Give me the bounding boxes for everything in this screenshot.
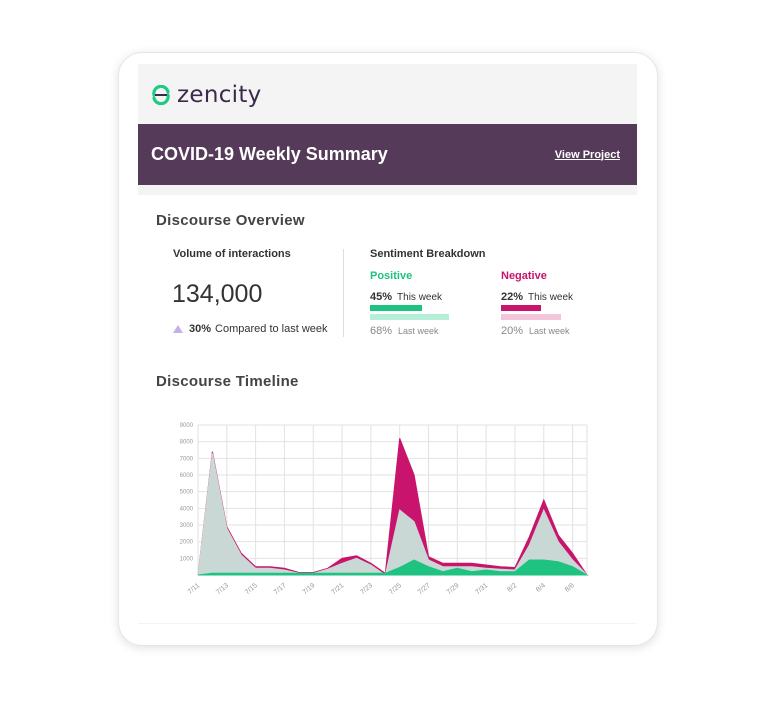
negative-this-week-label: This week bbox=[528, 292, 574, 303]
negative-label: Negative bbox=[501, 270, 547, 282]
x-tick-label: 8/2 bbox=[506, 582, 518, 594]
y-tick-label: 3000 bbox=[180, 523, 194, 529]
compare-label: Compared to last week bbox=[215, 323, 328, 335]
volume-comparison: 30% Compared to last week bbox=[173, 323, 328, 335]
summary-banner: COVID-19 Weekly Summary View Project bbox=[138, 124, 637, 185]
x-tick-label: 7/19 bbox=[302, 582, 317, 596]
x-tick-label: 7/29 bbox=[446, 582, 461, 596]
x-tick-label: 7/11 bbox=[187, 582, 202, 596]
y-tick-label: 8000 bbox=[180, 440, 194, 446]
negative-last-week-pct: 20% bbox=[501, 325, 524, 337]
positive-this-week-label: This week bbox=[397, 292, 443, 303]
brand-logo[interactable]: zencity bbox=[151, 82, 262, 108]
negative-last-week: 20% Last week bbox=[501, 325, 570, 337]
negative-this-week-bar bbox=[501, 305, 541, 311]
y-tick-label: 2000 bbox=[180, 540, 194, 546]
view-project-link[interactable]: View Project bbox=[554, 148, 620, 161]
discourse-timeline-heading: Discourse Timeline bbox=[156, 373, 299, 390]
x-tick-label: 7/27 bbox=[417, 582, 432, 596]
x-tick-label: 7/21 bbox=[330, 582, 345, 596]
volume-change: 30% bbox=[189, 323, 212, 335]
brand-name: zencity bbox=[177, 82, 262, 108]
x-tick-label: 8/4 bbox=[535, 582, 547, 594]
x-tick-label: 7/31 bbox=[474, 582, 489, 596]
negative-this-week-pct: 22% bbox=[501, 291, 524, 303]
y-tick-label: 9000 bbox=[180, 423, 194, 429]
x-tick-label: 8/6 bbox=[564, 582, 576, 594]
triangle-up-icon bbox=[173, 325, 183, 333]
x-tick-label: 7/15 bbox=[244, 582, 259, 596]
positive-last-week-pct: 68% bbox=[370, 325, 393, 337]
y-tick-label: 1000 bbox=[180, 556, 194, 562]
positive-label: Positive bbox=[370, 270, 413, 282]
y-tick-label: 7000 bbox=[180, 456, 194, 462]
timeline-chart: 1000 2000 3000 4000 5000 6000 7000 8000 9000 7/11… bbox=[180, 423, 589, 596]
positive-this-week: 45% This week bbox=[370, 291, 442, 303]
positive-last-week: 68% Last week bbox=[370, 325, 439, 337]
divider bbox=[343, 249, 344, 337]
discourse-overview-heading: Discourse Overview bbox=[156, 212, 305, 229]
zencity-logo-icon bbox=[152, 85, 170, 105]
x-tick-label: 7/17 bbox=[273, 582, 288, 596]
page-title: COVID-19 Weekly Summary bbox=[151, 144, 388, 164]
positive-this-week-bar bbox=[370, 305, 422, 311]
x-tick-label: 7/23 bbox=[359, 582, 374, 596]
positive-this-week-pct: 45% bbox=[370, 291, 393, 303]
volume-title: Volume of interactions bbox=[173, 248, 291, 260]
x-tick-label: 7/13 bbox=[215, 582, 230, 596]
negative-last-week-bar bbox=[501, 314, 561, 320]
negative-this-week: 22% This week bbox=[501, 291, 573, 303]
positive-last-week-bar bbox=[370, 314, 449, 320]
series-area-2 bbox=[197, 559, 589, 576]
sentiment-title: Sentiment Breakdown bbox=[370, 248, 486, 260]
y-tick-label: 6000 bbox=[180, 473, 194, 479]
positive-last-week-label: Last week bbox=[398, 326, 439, 336]
x-tick-label: 7/25 bbox=[388, 582, 403, 596]
series-area-0 bbox=[197, 438, 588, 576]
volume-value: 134,000 bbox=[172, 280, 263, 308]
y-tick-label: 4000 bbox=[180, 506, 194, 512]
negative-last-week-label: Last week bbox=[529, 326, 570, 336]
y-tick-label: 5000 bbox=[180, 490, 194, 496]
